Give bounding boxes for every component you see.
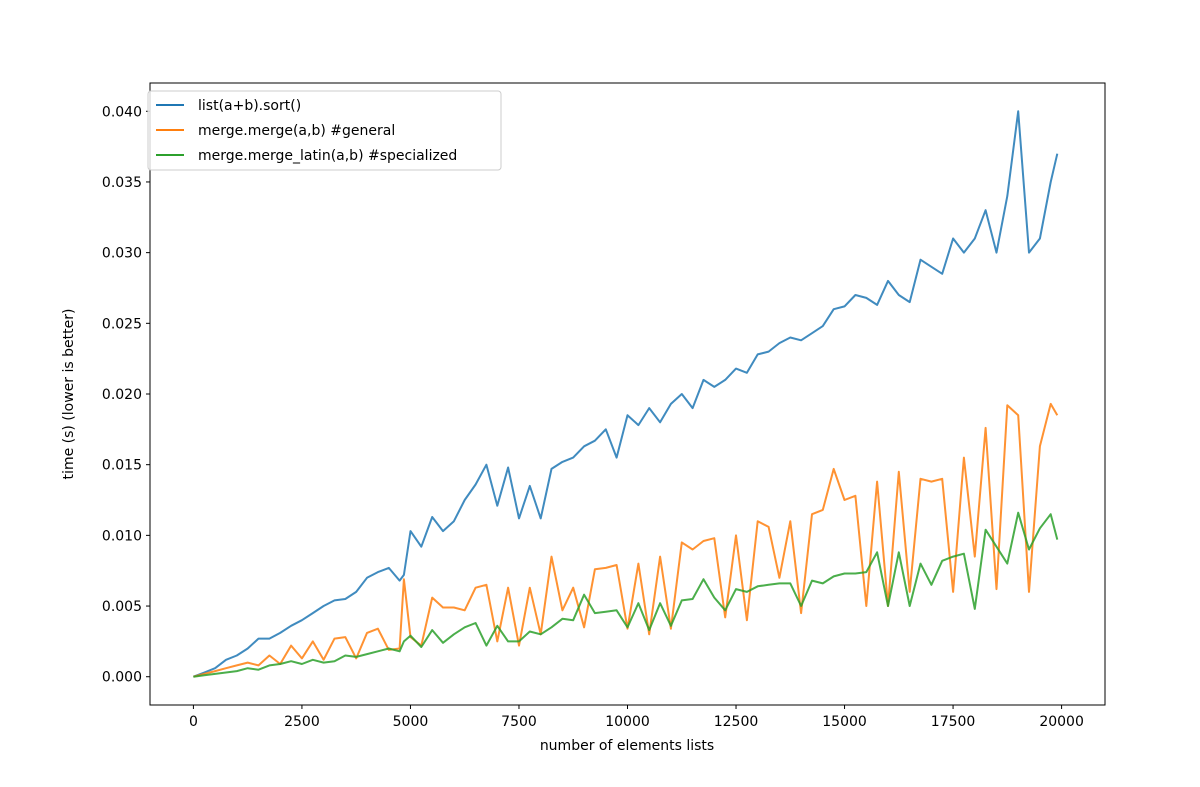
y-tick-label: 0.005 [102,599,142,615]
series-line-2 [193,511,1059,678]
x-tick-label: 2500 [284,714,320,730]
legend-box [147,90,502,171]
y-axis-label: time (s) (lower is better) [61,309,77,480]
y-tick-label: 0.030 [102,246,142,262]
legend-label-0: list(a+b).sort() [198,98,301,114]
x-tick-label: 7500 [501,714,537,730]
ticks-layer: 0 2500 5000 7500 10000 12500 15000 17500 20000 0.… [102,104,1084,730]
x-tick-label: 0 [189,714,198,730]
legend-label-1: merge.merge(a,b) #general [198,123,395,139]
y-tick-label: 0.040 [102,104,142,120]
y-tick-label: 0.035 [102,175,142,191]
series-line-0 [193,110,1059,678]
y-tick-label: 0.020 [102,387,142,403]
x-axis-label: number of elements lists [540,738,714,754]
legend: list(a+b).sort() merge.merge(a,b) #genera… [147,90,502,171]
y-tick-label: 0.000 [102,670,142,686]
x-tick-label: 15000 [822,714,867,730]
axes-frame [149,82,1106,706]
x-tick-label: 10000 [605,714,650,730]
legend-label-2: merge.merge_latin(a,b) #specialized [198,148,457,164]
y-tick-label: 0.015 [102,458,142,474]
y-tick-label: 0.025 [102,316,142,332]
x-tick-label: 20000 [1039,714,1084,730]
x-tick-label: 17500 [931,714,976,730]
x-tick-label: 12500 [714,714,759,730]
series-layer [193,110,1059,678]
y-tick-label: 0.010 [102,528,142,544]
x-tick-label: 5000 [393,714,429,730]
series-line-1 [193,402,1059,678]
